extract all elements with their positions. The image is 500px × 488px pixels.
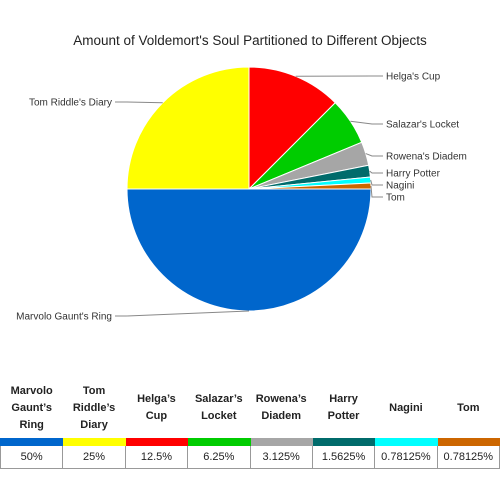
column-header-harry-potter: Harry Potter bbox=[312, 378, 375, 446]
slice-tom-riddle-s-diary bbox=[126, 66, 250, 190]
label-tom: Tom bbox=[386, 193, 405, 204]
label-rowena-s-diadem: Rowena's Diadem bbox=[386, 152, 467, 163]
leader-rowena-s-diadem bbox=[365, 153, 383, 157]
column-header-nagini: Nagini bbox=[374, 378, 438, 446]
cell-rowena-s-diadem: 3.125% bbox=[249, 441, 313, 469]
pie-labels: Helga's Cup Salazar's Locket Rowena's Diad… bbox=[16, 72, 467, 323]
cell-marvolo-gaunt-s-ring: 50% bbox=[0, 441, 64, 469]
label-tom-riddle-s-diary: Tom Riddle's Diary bbox=[29, 98, 112, 109]
leader-tom bbox=[370, 185, 383, 198]
data-table: Marvolo Gaunt’s Ring Tom Riddle’s Diary He… bbox=[0, 378, 500, 469]
slice-helga-s-cup bbox=[248, 66, 336, 191]
leader-nagini bbox=[370, 179, 383, 186]
cell-helga-s-cup: 12.5% bbox=[124, 441, 189, 469]
table-header-row: Marvolo Gaunt’s Ring Tom Riddle’s Diary He… bbox=[0, 378, 500, 446]
table-value-row: 50% 25% 12.5% 6.25% 3.125% 1.5625% 0.78125% 0.7… bbox=[0, 441, 500, 469]
column-header-tom: Tom bbox=[437, 378, 500, 446]
leader-salazar-s-locket bbox=[350, 120, 383, 125]
cell-nagini: 0.78125% bbox=[374, 441, 438, 469]
column-header-tom-riddle-s-diary: Tom Riddle’s Diary bbox=[62, 378, 126, 446]
column-header-rowena-s-diadem: Rowena’s Diadem bbox=[250, 378, 313, 446]
column-header-helga-s-cup: Helga’s Cup bbox=[125, 378, 188, 446]
column-header-salazar-s-locket: Salazar’s Locket bbox=[187, 378, 250, 446]
leader-marvolo-gaunt-s-ring bbox=[115, 310, 250, 317]
label-nagini: Nagini bbox=[386, 181, 414, 192]
pie-chart: Amount of Voldemort's Soul Partitioned t… bbox=[16, 33, 467, 323]
label-harry-potter: Harry Potter bbox=[386, 169, 441, 180]
chart-title: Amount of Voldemort's Soul Partitioned t… bbox=[73, 33, 427, 48]
column-header-marvolo-gaunt-s-ring: Marvolo Gaunt’s Ring bbox=[0, 378, 63, 446]
label-helga-s-cup: Helga's Cup bbox=[386, 72, 441, 83]
leader-harry-potter bbox=[369, 170, 383, 174]
label-marvolo-gaunt-s-ring: Marvolo Gaunt's Ring bbox=[16, 312, 112, 323]
leader-tom-riddle-s-diary bbox=[115, 101, 163, 104]
cell-tom: 0.78125% bbox=[436, 441, 500, 469]
label-salazar-s-locket: Salazar's Locket bbox=[386, 120, 459, 131]
cell-harry-potter: 1.5625% bbox=[311, 441, 376, 469]
cell-tom-riddle-s-diary: 25% bbox=[62, 441, 126, 469]
pie-slices bbox=[126, 66, 372, 312]
slice-marvolo-gaunt-s-ring bbox=[126, 188, 372, 312]
cell-salazar-s-locket: 6.25% bbox=[187, 441, 251, 469]
